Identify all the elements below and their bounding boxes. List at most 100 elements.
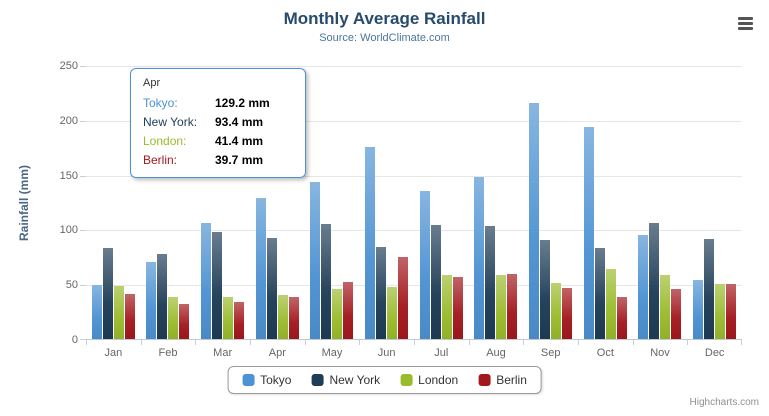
bar-new-york-may[interactable]	[321, 223, 332, 340]
legend-label: New York	[329, 373, 381, 387]
bar-berlin-sep[interactable]	[562, 287, 573, 340]
gridline	[86, 285, 742, 287]
bar-berlin-apr[interactable]	[288, 296, 299, 340]
x-axis-tick	[304, 340, 306, 345]
bar-group-feb	[141, 66, 196, 340]
bar-tokyo-feb[interactable]	[146, 261, 157, 340]
bar-new-york-jul[interactable]	[430, 224, 441, 340]
x-axis-tick	[195, 340, 197, 345]
x-axis-label: Dec	[704, 347, 725, 359]
bar-london-jul[interactable]	[441, 275, 452, 340]
y-axis-tick	[80, 230, 86, 232]
gridline	[86, 66, 742, 67]
bar-london-jun[interactable]	[387, 287, 398, 340]
bar-tokyo-jun[interactable]	[365, 147, 376, 340]
bar-group-oct	[578, 66, 633, 340]
bar-new-york-jan[interactable]	[102, 248, 113, 340]
bar-new-york-dec[interactable]	[704, 238, 715, 340]
plot-area: 0 50 100 150 200 250 Jan Feb Mar Apr May Jun Jul Aug S…	[60, 60, 742, 359]
x-axis-label: Aug	[486, 347, 506, 359]
bar-london-jan[interactable]	[113, 286, 124, 340]
x-axis-label: Jul	[434, 347, 449, 359]
bar-tokyo-apr[interactable]	[255, 198, 266, 340]
bar-berlin-aug[interactable]	[507, 273, 518, 340]
bar-group-mar	[195, 66, 250, 340]
x-axis-label: Nov	[650, 347, 670, 359]
y-axis-label: 250	[59, 60, 78, 72]
bar-new-york-sep[interactable]	[540, 240, 551, 340]
bar-group-jun	[359, 66, 414, 340]
x-axis-tick	[414, 340, 415, 345]
bar-tokyo-aug[interactable]	[474, 177, 485, 340]
bar-london-feb[interactable]	[168, 297, 179, 340]
y-axis-label: 50	[65, 279, 78, 292]
bar-berlin-feb[interactable]	[179, 303, 190, 340]
x-axis-line	[86, 339, 742, 340]
legend-label: Berlin	[496, 373, 527, 387]
credits-link[interactable]: Highcharts.com	[689, 397, 759, 408]
y-axis-tick	[80, 175, 86, 177]
x-axis-label: Mar	[213, 347, 233, 359]
bar-london-aug[interactable]	[496, 274, 507, 340]
y-axis-title: Rainfall (mm)	[17, 164, 31, 242]
bar-new-york-apr[interactable]	[266, 237, 277, 340]
y-axis-tick	[80, 339, 86, 340]
chart-subtitle: Source: WorldClimate.com	[319, 32, 450, 44]
bar-london-apr[interactable]	[277, 294, 288, 340]
bar-new-york-nov[interactable]	[649, 223, 660, 340]
legend-item-london[interactable]: London	[400, 373, 458, 387]
legend-item-new-york[interactable]: New York	[311, 373, 380, 387]
bar-london-oct[interactable]	[605, 268, 616, 340]
bar-london-may[interactable]	[332, 288, 343, 340]
bar-tokyo-nov[interactable]	[638, 235, 649, 340]
bar-berlin-oct[interactable]	[616, 297, 627, 340]
context-menu-button[interactable]	[733, 14, 757, 34]
bar-tokyo-may[interactable]	[310, 182, 321, 340]
bar-new-york-mar[interactable]	[212, 232, 223, 340]
bar-new-york-oct[interactable]	[594, 248, 605, 340]
x-axis-tick	[578, 340, 579, 345]
bar-tokyo-mar[interactable]	[201, 223, 212, 340]
legend-marker-london	[400, 374, 413, 386]
hamburger-icon	[737, 17, 753, 30]
gridline	[86, 230, 742, 232]
legend-marker-berlin	[478, 374, 491, 386]
bar-berlin-jan[interactable]	[124, 293, 135, 340]
bar-berlin-may[interactable]	[343, 282, 354, 340]
x-axis-tick	[741, 340, 742, 345]
bar-london-dec[interactable]	[715, 283, 726, 340]
x-axis-label: Feb	[158, 347, 178, 359]
bar-berlin-dec[interactable]	[726, 284, 737, 340]
bar-new-york-jun[interactable]	[376, 247, 387, 340]
x-axis-label: Jan	[104, 347, 123, 359]
bar-group-apr	[250, 66, 305, 340]
bar-berlin-jul[interactable]	[452, 277, 463, 340]
legend-item-berlin[interactable]: Berlin	[478, 373, 527, 387]
bar-london-nov[interactable]	[660, 275, 671, 340]
x-axis-label: May	[321, 347, 343, 359]
bar-group-jul	[414, 66, 469, 340]
y-axis-tick	[80, 66, 86, 67]
x-axis-label: Apr	[268, 347, 286, 359]
bar-tokyo-jan[interactable]	[91, 285, 102, 340]
bar-berlin-mar[interactable]	[234, 302, 245, 340]
bar-tokyo-oct[interactable]	[583, 127, 594, 340]
bar-berlin-nov[interactable]	[671, 288, 682, 340]
y-axis-tick	[80, 120, 86, 122]
bar-new-york-aug[interactable]	[485, 225, 496, 340]
x-axis-tick	[687, 340, 689, 345]
legend-label: London	[418, 373, 459, 387]
gridline	[86, 175, 742, 177]
bar-group-aug	[469, 66, 524, 340]
bar-tokyo-jul[interactable]	[419, 191, 430, 340]
x-axis-tick	[468, 340, 470, 345]
bar-london-sep[interactable]	[551, 282, 562, 340]
legend-item-tokyo[interactable]: Tokyo	[242, 373, 291, 387]
legend-marker-tokyo	[242, 374, 255, 386]
y-axis-label: 200	[59, 114, 78, 127]
bar-tokyo-sep[interactable]	[529, 102, 540, 340]
bar-london-mar[interactable]	[223, 296, 234, 340]
bar-new-york-feb[interactable]	[157, 253, 168, 340]
bar-berlin-jun[interactable]	[398, 257, 409, 340]
bar-tokyo-dec[interactable]	[693, 280, 704, 340]
